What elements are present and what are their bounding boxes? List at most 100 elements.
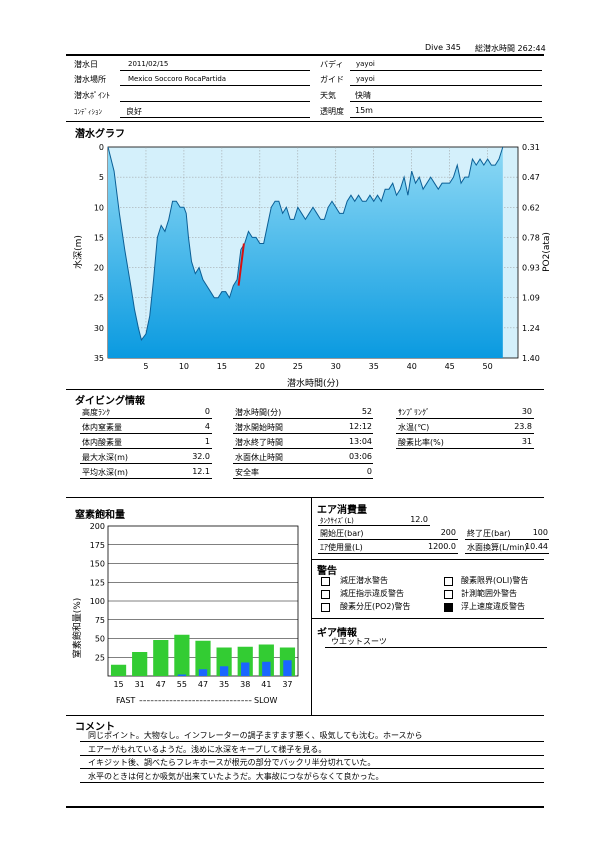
nitrogen-chart: 25 50 75 100 125 150 175 200 15 31 47 55 47 35 38 41 37… [71, 522, 299, 705]
underline [350, 117, 542, 118]
air-used-value: 1200.0 [428, 542, 456, 551]
air-used-label: ｴｱ使用量(L) [320, 543, 363, 552]
fast-slow-dashes: ------------------------------ [139, 696, 252, 705]
stat-label: 酸素比率(%) [398, 438, 444, 447]
stat-label: 潜水終了時間 [235, 438, 283, 447]
gear-title: ギア情報 [317, 628, 357, 639]
stat-value: 12:12 [348, 422, 372, 431]
nitrogen-x-axis: 15 31 47 55 47 35 38 41 37 [113, 680, 292, 689]
stat-value: 12.1 [192, 467, 210, 476]
info-label-buddy: バディ [320, 60, 344, 69]
ascent-rate-warning-segment [237, 243, 245, 286]
underline [233, 448, 373, 449]
time-tick-label: 45 [445, 362, 455, 371]
depth-tick-label: 20 [94, 264, 104, 273]
warning-checkbox [444, 590, 453, 599]
po2-tick-label: 1.09 [522, 294, 540, 303]
section-divider [311, 497, 312, 715]
nitrogen-inner-bar [198, 669, 208, 676]
depth-tick-label: 10 [94, 203, 104, 212]
info-label-guide: ガイド [320, 75, 344, 84]
stat-label: 体内窒素量 [82, 423, 122, 432]
tank-size-label: ﾀﾝｸｻｲｽﾞ(L) [320, 517, 354, 525]
depth-tick-label: 35 [94, 354, 104, 363]
underline [120, 85, 310, 86]
dive-graph-title: 潜水グラフ [75, 129, 125, 140]
air-title: エア消費量 [317, 505, 367, 516]
stat-label: 体内酸素量 [82, 438, 122, 447]
comment-line: 水平のときは何とか吸気が出来ていたようだ。大事故につながらなくて良かった。 [88, 772, 384, 781]
comments-title: コメント [75, 722, 115, 733]
compartment-label: 41 [261, 680, 271, 689]
underline [80, 768, 544, 769]
warning-checkbox [444, 577, 453, 586]
nitrogen-bar [153, 640, 169, 676]
stat-value: 03:06 [348, 452, 372, 461]
underline [396, 418, 534, 419]
depth-profile-line [107, 146, 504, 342]
compartment-label: 35 [219, 680, 229, 689]
nitrogen-inner-bar [262, 661, 271, 676]
info-value-visibility: 15m [355, 106, 373, 115]
underline [80, 755, 544, 756]
info-value-buddy: yayoi [356, 60, 375, 68]
end-pressure-label: 終了圧(bar) [467, 529, 511, 538]
underline [350, 101, 542, 102]
stat-label: ｻﾝﾌﾟﾘﾝｸﾞ [398, 408, 430, 417]
nitrogen-bar [110, 664, 127, 676]
nitrogen-bar [195, 640, 211, 676]
time-tick-label: 30 [331, 362, 341, 371]
nitrogen-inner-bar [241, 662, 250, 676]
x-axis-label: 潜水時間(分) [287, 377, 339, 389]
nitrogen-tick-label: 200 [90, 522, 105, 531]
po2-tick-label: 1.40 [522, 354, 540, 363]
warnings-bottom-divider [311, 618, 544, 619]
nitrogen-title: 窒素飽和量 [75, 510, 125, 521]
underline [80, 433, 212, 434]
underline [80, 463, 212, 464]
warning-checkbox [321, 590, 330, 599]
po2-axis: 0.31 0.47 0.62 0.78 0.93 1.09 1.24 1.40 [522, 143, 540, 363]
underline [80, 448, 212, 449]
dive-info-bottom-divider [66, 497, 544, 498]
underline [120, 70, 310, 71]
start-pressure-label: 開始圧(bar) [320, 529, 364, 538]
info-value-guide: yayoi [356, 75, 375, 83]
nitrogen-inner-bar [177, 674, 187, 676]
time-tick-label: 50 [483, 362, 493, 371]
gear-bottom-divider [66, 715, 544, 716]
nitrogen-inner-bar [219, 666, 229, 676]
depth-axis: 0 5 10 15 20 25 30 35 [94, 143, 104, 363]
stat-label: 水温(℃) [398, 423, 430, 432]
underline [120, 117, 310, 118]
stat-value: 32.0 [192, 452, 210, 461]
underline [233, 418, 373, 419]
po2-tick-label: 0.78 [522, 233, 540, 242]
info-label-date: 潜水日 [74, 60, 98, 69]
info-value-weather: 快晴 [355, 91, 371, 100]
compartment-label: 15 [113, 680, 123, 689]
surface-rate-value: 10.44 [525, 542, 548, 551]
nitrogen-tick-label: 150 [90, 560, 105, 569]
depth-area [108, 147, 503, 358]
slow-label: SLOW [254, 696, 278, 705]
underline [318, 553, 458, 554]
stat-value: 0 [366, 467, 372, 476]
nitrogen-bar [174, 634, 190, 676]
nitrogen-tick-label: 75 [95, 616, 105, 625]
nitrogen-tick-label: 100 [90, 597, 105, 606]
underline [80, 782, 544, 783]
stat-label: 高度ﾗﾝｸ [82, 408, 110, 417]
warning-label: 計測範囲外警告 [461, 589, 517, 598]
underline [396, 448, 534, 449]
depth-tick-label: 0 [99, 143, 104, 152]
warning-checkbox [444, 603, 453, 612]
compartment-label: 31 [135, 680, 145, 689]
start-pressure-value: 200 [440, 528, 456, 537]
dive-info-title: ダイビング情報 [75, 396, 145, 407]
info-label-weather: 天気 [320, 91, 336, 100]
compartment-label: 47 [156, 680, 166, 689]
warning-checkbox [321, 577, 330, 586]
info-value-date: 2011/02/15 [128, 60, 169, 68]
time-tick-label: 40 [407, 362, 417, 371]
